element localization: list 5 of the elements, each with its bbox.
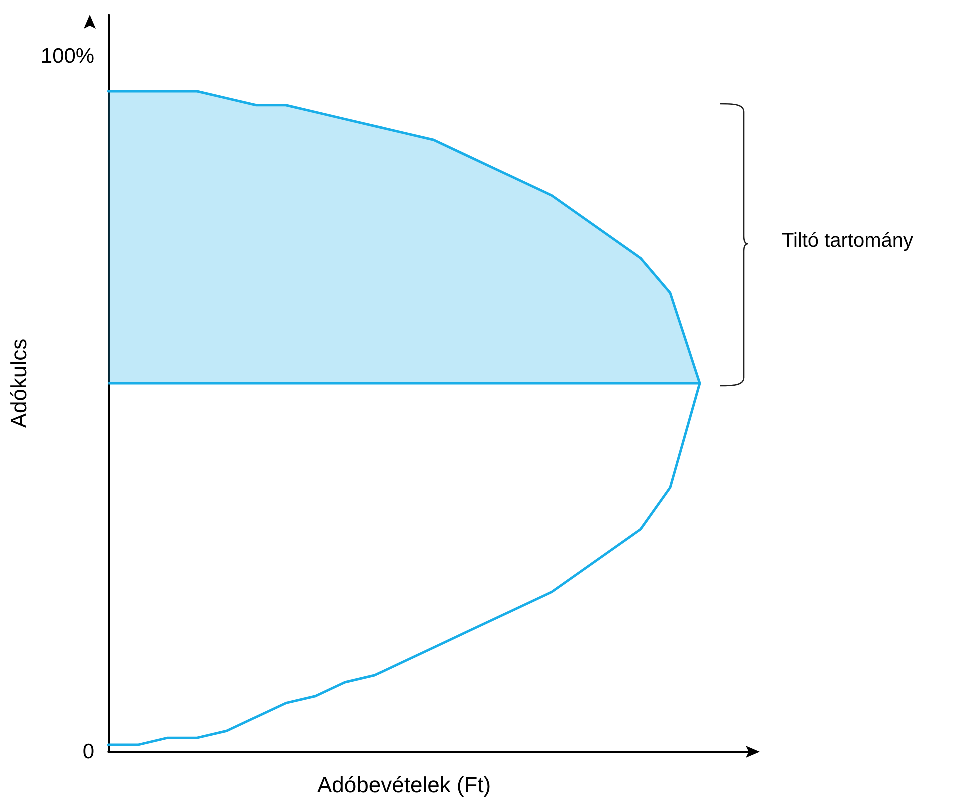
y-tick-label: 0	[82, 740, 95, 764]
y-axis-title: Adókulcs	[6, 338, 32, 428]
x-axis-title: Adóbevételek (Ft)	[317, 772, 492, 798]
y-tick-label: 100%	[40, 45, 95, 68]
text: Tiltó tartomány	[782, 230, 914, 253]
